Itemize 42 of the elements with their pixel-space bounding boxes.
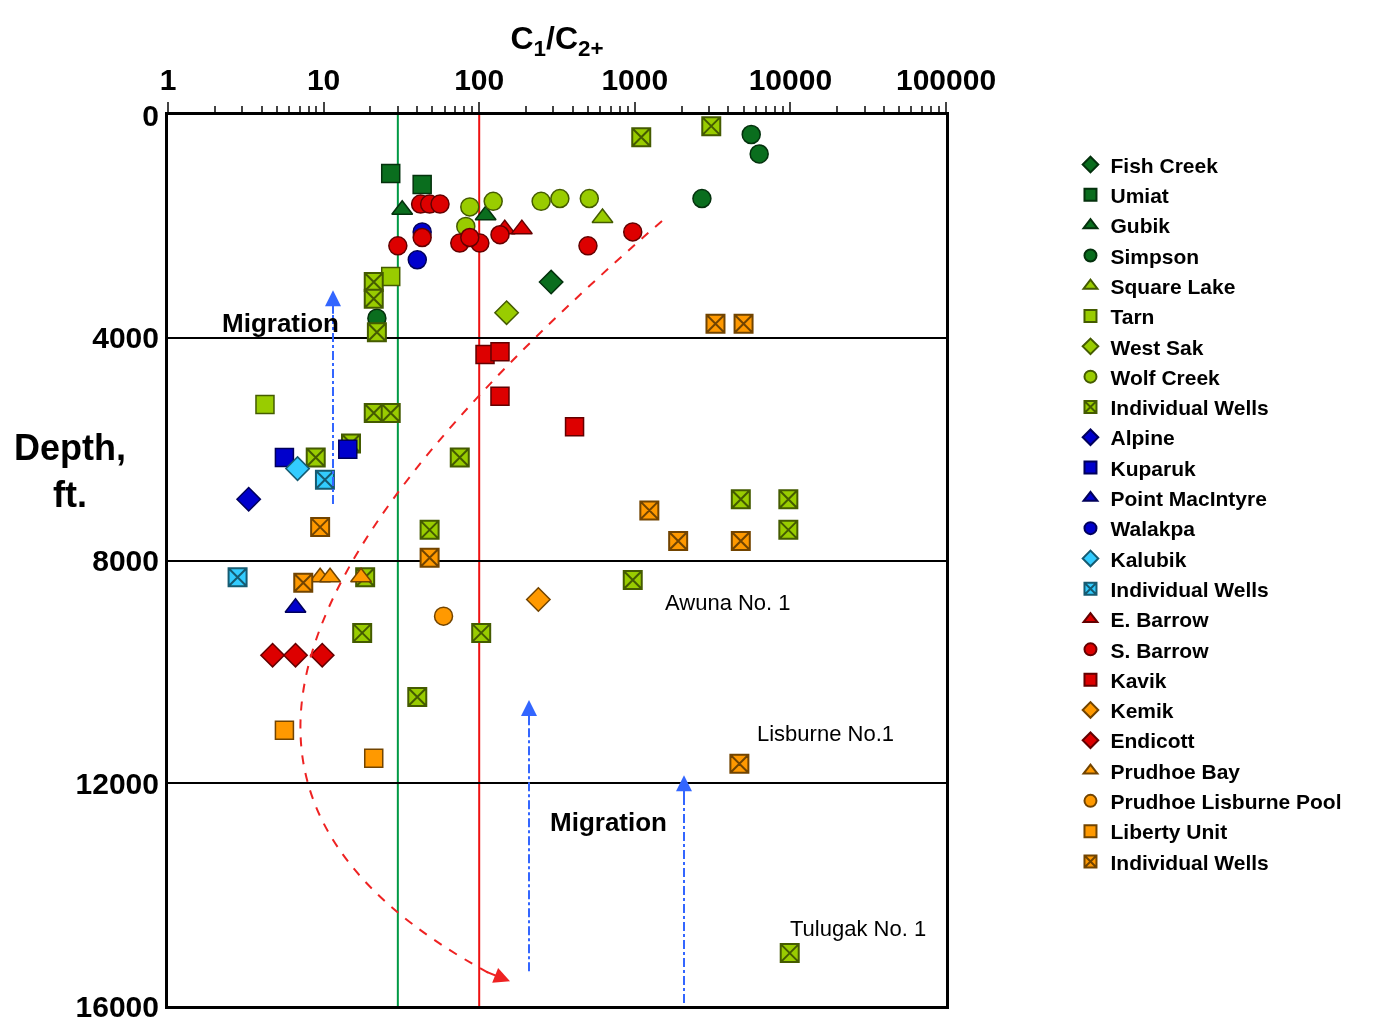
x-tick-label: 1000 (601, 63, 669, 96)
y-tick-label: 8000 (92, 544, 159, 577)
y-tick-label: 12000 (75, 766, 159, 800)
legend-label: Square Lake (1110, 274, 1236, 298)
annotation: Lisburne No.1 (757, 721, 894, 746)
legend-label: Simpson (1110, 244, 1200, 268)
x-tick-label: 10000 (748, 63, 833, 96)
y-tick-label: 0 (142, 98, 159, 132)
legend-label: Fish Creek (1110, 153, 1219, 177)
x-tick-label: 10 (306, 63, 341, 96)
legend-label: Kemik (1110, 699, 1174, 723)
legend-label: Point MacIntyre (1110, 487, 1267, 511)
legend-label: Prudhoe Lisburne Pool (1110, 790, 1342, 814)
x-axis-title: C$_{1}$/C$_{2+}$ (510, 20, 604, 62)
legend-label: Walakpa (1110, 517, 1196, 541)
legend-label: Kavik (1110, 668, 1167, 692)
annotation: Awuna No. 1 (665, 590, 791, 615)
legend-label: Individual Wells (1110, 396, 1269, 420)
legend-label: Tarn (1110, 305, 1155, 329)
legend-label: Individual Wells (1110, 850, 1269, 874)
legend-label: Wolf Creek (1110, 365, 1221, 389)
legend-label: Alpine (1110, 426, 1175, 450)
legend-label: Kuparuk (1110, 456, 1196, 480)
y-axis-title: Depth, ft. (14, 427, 126, 515)
annotation: Migration (222, 308, 339, 338)
legend-label: S. Barrow (1110, 638, 1210, 662)
legend-label: Prudhoe Bay (1110, 759, 1241, 783)
x-tick-label: 100000 (895, 63, 997, 96)
legend-label: Umiat (1110, 184, 1169, 208)
legend-label: West Sak (1110, 335, 1204, 359)
legend-label: Endicott (1110, 729, 1195, 753)
y-tick-label: 16000 (75, 989, 159, 1023)
y-tick-label: 4000 (92, 321, 159, 355)
legend-label: Gubik (1110, 214, 1171, 238)
legend-label: Liberty Unit (1110, 820, 1228, 844)
annotation: Migration (550, 807, 667, 837)
legend-label: Individual Wells (1110, 577, 1269, 601)
x-tick-label: 100 (454, 63, 505, 96)
annotation: Tulugak No. 1 (790, 916, 927, 941)
legend-label: E. Barrow (1110, 608, 1210, 632)
legend-label: Kalubik (1110, 547, 1187, 571)
x-tick-label: 1 (159, 63, 177, 96)
